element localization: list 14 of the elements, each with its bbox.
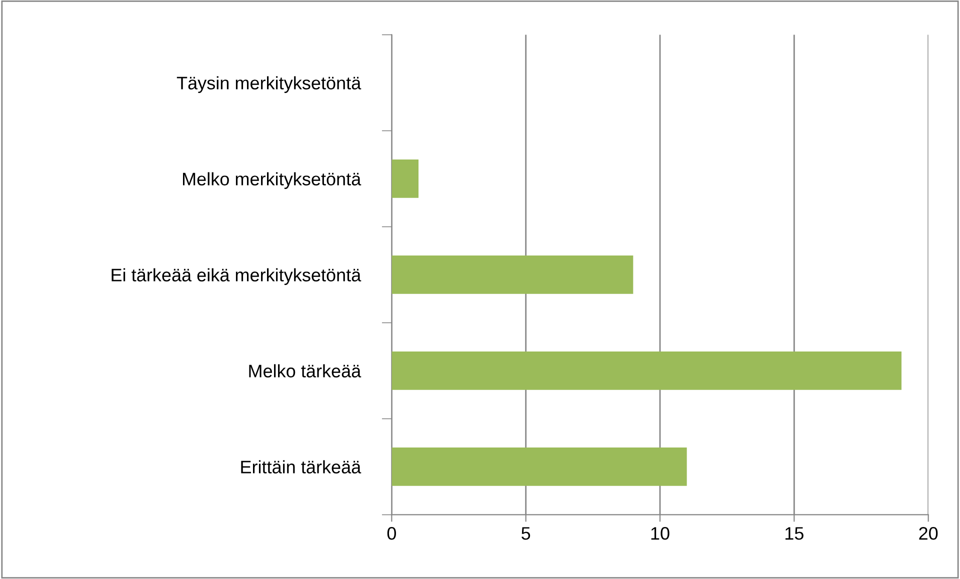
y-tick-label: Täysin merkityksetöntä: [176, 76, 362, 94]
y-tick-label: Melko merkityksetöntä: [183, 172, 362, 190]
y-tick-label: Ei tärkeää eikä merkityksetöntä: [112, 268, 362, 286]
x-tick-label: 20: [919, 527, 938, 540]
bar: [392, 448, 687, 486]
y-tick-label: Melko tärkeää: [249, 364, 362, 378]
x-tick-label: 15: [785, 527, 804, 540]
bar: [392, 352, 902, 390]
bar: [392, 256, 634, 294]
x-tick-label: 5: [522, 527, 530, 540]
bar: [392, 160, 419, 198]
y-tick-label: Erittäin tärkeää: [241, 460, 362, 474]
x-tick-label: 10: [651, 527, 670, 540]
x-tick-label: 0: [387, 527, 396, 540]
